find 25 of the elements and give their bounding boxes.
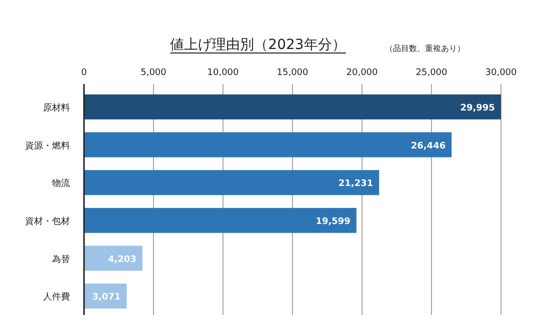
y-tick-label: 資材・包材 <box>25 216 70 227</box>
y-tick-label: 人件費 <box>43 292 70 303</box>
y-tick-label: 原材料 <box>43 102 70 114</box>
x-tick-label: 5,000 <box>140 68 167 78</box>
bar <box>84 170 380 196</box>
bar <box>84 132 452 158</box>
chart-subtitle: （品目数、重複あり） <box>385 44 465 53</box>
data-label: 29,995 <box>460 103 495 114</box>
chart-title: 値上げ理由別（2023年分） <box>170 37 346 53</box>
data-label: 3,071 <box>92 292 121 303</box>
bar <box>84 208 356 233</box>
data-label: 26,446 <box>410 141 446 152</box>
x-tick-label: 15,000 <box>276 68 309 78</box>
data-label: 4,203 <box>108 254 136 265</box>
x-tick-label: 25,000 <box>416 68 448 78</box>
y-tick-label: 物流 <box>52 178 70 190</box>
x-tick-label: 20,000 <box>346 68 378 78</box>
y-tick-label: 資源・燃料 <box>25 140 70 152</box>
x-tick-label: 30,000 <box>485 68 518 78</box>
y-tick-label: 為替 <box>52 254 70 265</box>
bar <box>84 94 501 120</box>
data-label: 21,231 <box>338 179 374 190</box>
data-label: 19,599 <box>316 216 350 227</box>
x-tick-label: 0 <box>81 68 88 78</box>
x-tick-label: 10,000 <box>207 68 240 78</box>
